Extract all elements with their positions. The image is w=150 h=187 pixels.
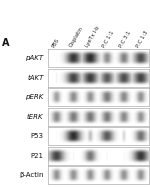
Text: pAKT: pAKT xyxy=(25,55,44,61)
Text: A: A xyxy=(2,38,9,48)
Text: PBS: PBS xyxy=(51,37,61,48)
Text: P53: P53 xyxy=(30,133,44,139)
Text: Cisplatin: Cisplatin xyxy=(68,26,84,48)
Text: P:C 1:1: P:C 1:1 xyxy=(102,30,115,48)
Text: P:C 3:1: P:C 3:1 xyxy=(118,30,132,48)
Text: tAKT: tAKT xyxy=(27,75,44,81)
Text: pERK: pERK xyxy=(25,94,44,100)
Text: P:C 1:3: P:C 1:3 xyxy=(135,30,149,48)
Text: tERK: tERK xyxy=(27,114,44,120)
Text: P21: P21 xyxy=(30,153,44,159)
Text: β-Actin: β-Actin xyxy=(19,172,44,178)
Text: LyeTx I-b: LyeTx I-b xyxy=(85,25,101,48)
